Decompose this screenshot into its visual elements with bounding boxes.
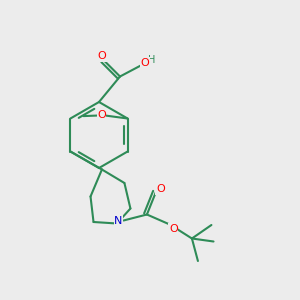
- Text: O: O: [97, 110, 106, 120]
- Text: O: O: [156, 184, 165, 194]
- Text: O: O: [169, 224, 178, 234]
- Text: H: H: [148, 55, 155, 65]
- Text: O: O: [140, 58, 149, 68]
- Text: N: N: [114, 215, 123, 226]
- Text: O: O: [98, 51, 106, 62]
